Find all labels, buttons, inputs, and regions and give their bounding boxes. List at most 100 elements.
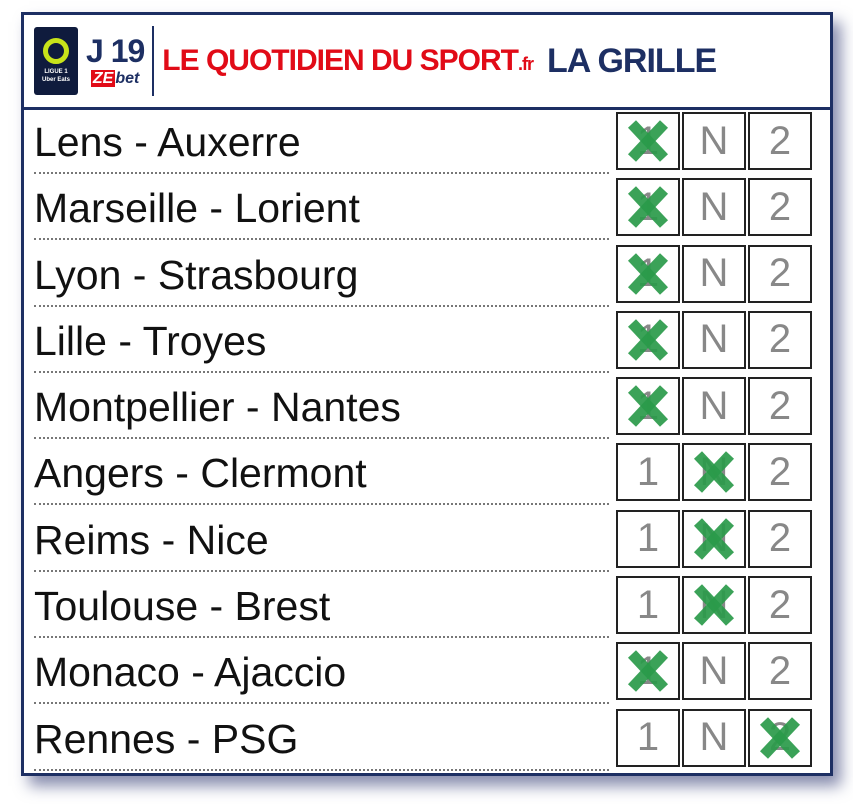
header: LIGUE 1 Uber Eats J 19 ZE bet LE QUOTIDIE… xyxy=(24,15,830,110)
match-row: Reims - Nice 1N2 xyxy=(24,508,830,574)
match-label: Angers - Clermont xyxy=(34,447,609,506)
pick-option-label: 2 xyxy=(768,516,792,561)
round-label: J 19 xyxy=(86,33,145,69)
pick-box-away[interactable]: 2 xyxy=(748,310,812,369)
match-row: Monaco - Ajaccio1N2 xyxy=(24,640,830,706)
league-sponsor: Uber Eats xyxy=(41,77,70,83)
x-mark-icon xyxy=(693,451,735,494)
x-mark-stroke xyxy=(627,385,669,427)
match-row: Marseille - Lorient1N2 xyxy=(24,176,830,242)
pick-box-draw[interactable]: N xyxy=(682,310,746,369)
pick-box-away[interactable]: 2 xyxy=(748,642,812,701)
pick-box-draw[interactable]: N xyxy=(682,642,746,701)
pick-boxes: 1N2 xyxy=(616,244,812,303)
pick-box-away[interactable]: 2 xyxy=(748,112,812,170)
match-label: Marseille - Lorient xyxy=(34,182,609,241)
x-mark-stroke xyxy=(627,186,669,229)
pick-box-draw[interactable]: N xyxy=(682,509,746,568)
pick-option-label: 1 xyxy=(636,449,660,494)
pick-option-label: 2 xyxy=(768,118,792,163)
pick-option-label: 2 xyxy=(768,449,792,494)
pick-boxes: 1N2 xyxy=(616,377,812,436)
pick-box-draw[interactable]: N xyxy=(682,576,746,635)
x-mark-stroke xyxy=(693,518,735,560)
pick-box-away[interactable]: 2 xyxy=(748,377,812,436)
x-mark-stroke xyxy=(693,451,735,494)
pick-boxes: 1N2 xyxy=(616,112,812,170)
zebet-logo: ZE bet xyxy=(90,69,140,89)
pick-box-home[interactable]: 1 xyxy=(616,443,680,502)
pick-box-away[interactable]: 2 xyxy=(748,443,812,502)
pick-box-home[interactable]: 1 xyxy=(616,509,680,568)
match-row: Rennes - PSG1N2 xyxy=(24,707,830,773)
pick-option-label: N xyxy=(699,118,729,163)
x-mark-stroke xyxy=(759,716,801,759)
x-mark-icon xyxy=(627,650,669,693)
pick-option-label: 1 xyxy=(636,516,660,561)
match-row: Lyon - Strasbourg1N2 xyxy=(24,243,830,309)
match-row: Lille - Troyes1N2 xyxy=(24,309,830,375)
pick-box-draw[interactable]: N xyxy=(682,244,746,303)
match-label: Lens - Auxerre xyxy=(34,116,609,174)
pick-option-label: 2 xyxy=(768,648,792,693)
x-mark-icon xyxy=(693,518,735,560)
pick-option-label: 1 xyxy=(636,715,660,760)
pick-box-home[interactable]: 1 xyxy=(616,642,680,701)
match-row: Lens - Auxerre1N2 xyxy=(24,110,830,176)
match-list: Lens - Auxerre1N2Marseille - Lorient1N2L… xyxy=(24,110,830,773)
ligue1-logo-icon xyxy=(43,38,69,64)
pick-option-label: N xyxy=(699,184,729,229)
page-title: LA GRILLE xyxy=(546,41,717,80)
pick-box-away[interactable]: 2 xyxy=(748,708,812,767)
x-mark-stroke xyxy=(627,319,669,361)
zebet-ze: ZE xyxy=(90,70,116,87)
pick-option-label: 2 xyxy=(768,317,792,362)
pick-boxes: 1N2 xyxy=(616,443,812,502)
match-label: Toulouse - Brest xyxy=(34,580,609,639)
pick-box-draw[interactable]: N xyxy=(682,443,746,502)
grid-card: LIGUE 1 Uber Eats J 19 ZE bet LE QUOTIDIE… xyxy=(21,12,833,776)
pick-box-home[interactable]: 1 xyxy=(616,178,680,237)
x-mark-icon xyxy=(627,186,669,229)
pick-box-draw[interactable]: N xyxy=(682,708,746,767)
pick-box-home[interactable]: 1 xyxy=(616,708,680,767)
x-mark-icon xyxy=(627,385,669,427)
brand-tld: .fr xyxy=(517,54,534,74)
x-mark-icon xyxy=(627,120,669,162)
pick-option-label: N xyxy=(699,317,729,362)
pick-boxes: 1N2 xyxy=(616,642,812,701)
pick-box-draw[interactable]: N xyxy=(682,112,746,170)
pick-option-label: 2 xyxy=(768,184,792,229)
pick-option-label: N xyxy=(699,251,729,296)
match-row: Montpellier - Nantes1N2 xyxy=(24,375,830,441)
match-label: Montpellier - Nantes xyxy=(34,381,609,440)
pick-box-draw[interactable]: N xyxy=(682,178,746,237)
pick-box-home[interactable]: 1 xyxy=(616,576,680,635)
pick-box-home[interactable]: 1 xyxy=(616,310,680,369)
match-label: Rennes - PSG xyxy=(34,713,609,771)
match-label: Reims - Nice xyxy=(34,514,609,572)
match-row: Angers - Clermont1N2 xyxy=(24,441,830,507)
league-name: LIGUE 1 xyxy=(44,69,68,75)
pick-option-label: 2 xyxy=(768,582,792,627)
pick-box-home[interactable]: 1 xyxy=(616,377,680,436)
x-mark-stroke xyxy=(627,650,669,693)
pick-box-away[interactable]: 2 xyxy=(748,576,812,635)
pick-option-label: N xyxy=(699,715,729,760)
x-mark-stroke xyxy=(627,252,669,295)
pick-box-away[interactable]: 2 xyxy=(748,509,812,568)
match-row: Toulouse - Brest 1N2 xyxy=(24,574,830,640)
x-mark-icon xyxy=(627,319,669,361)
match-label: Monaco - Ajaccio xyxy=(34,646,609,705)
pick-box-home[interactable]: 1 xyxy=(616,112,680,170)
match-label: Lyon - Strasbourg xyxy=(34,249,609,307)
pick-box-away[interactable]: 2 xyxy=(748,178,812,237)
pick-option-label: 1 xyxy=(636,582,660,627)
pick-box-home[interactable]: 1 xyxy=(616,244,680,303)
pick-boxes: 1N2 xyxy=(616,708,812,767)
zebet-bet: bet xyxy=(115,70,140,87)
pick-box-draw[interactable]: N xyxy=(682,377,746,436)
pick-box-away[interactable]: 2 xyxy=(748,244,812,303)
pick-boxes: 1N2 xyxy=(616,310,812,369)
x-mark-icon xyxy=(693,584,735,626)
